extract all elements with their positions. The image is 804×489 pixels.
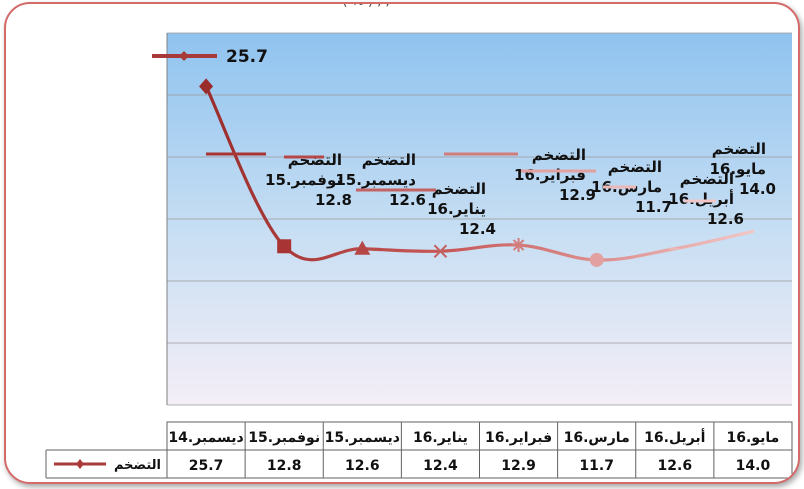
table-value: 12.6: [345, 458, 380, 474]
table-category: أبریل.16: [644, 428, 705, 446]
header-fragment: ( % ) , ,: [156, 4, 576, 10]
data-point: [589, 252, 604, 267]
table-category: دیسمبر.15: [325, 430, 400, 446]
table-category: ینایر.16: [413, 430, 468, 446]
table-category: دیسمبر.14: [168, 430, 243, 446]
data-point: [199, 78, 214, 95]
data-label: التضخم ینایر.16 12.4: [427, 180, 496, 238]
series-markers: [199, 78, 681, 267]
data-point: [277, 239, 292, 254]
table-category: نوفمبر.15: [248, 430, 320, 446]
table-category: فبرایر.16: [485, 430, 552, 446]
table-category: مارس.16: [564, 430, 630, 446]
legend-marker: [179, 51, 189, 61]
data-label: التضخم دیسمبر.15 12.6: [335, 151, 426, 209]
table-value: 12.4: [423, 458, 458, 474]
table-value: 14.0: [736, 458, 771, 474]
gridlines: [166, 32, 792, 406]
data-point: [433, 244, 448, 258]
table-value: 11.7: [579, 458, 614, 474]
data-point: [511, 238, 526, 253]
legend: 25.7: [152, 47, 268, 67]
table-value: 12.8: [267, 458, 302, 474]
table-value: 25.7: [189, 458, 224, 474]
table-value: 12.6: [658, 458, 693, 474]
table-legend-marker: [76, 459, 84, 469]
table-category: مایو.16: [727, 430, 780, 446]
data-table: دیسمبر.14 نوفمبر.15 دیسمبر.15 ینایر.16 فبرای…: [45, 421, 793, 479]
data-point: [354, 240, 371, 255]
data-label: التضخم مایو.16 14.0: [709, 140, 776, 198]
table-value: 12.9: [501, 458, 536, 474]
data-label: التضخم أبریل.16 12.6: [668, 170, 744, 228]
table-row-label: التضخم: [114, 458, 161, 473]
legend-value: 25.7: [226, 47, 268, 67]
chart-frame: ( % ) , , التضخمنوفمبر.1512.8التضخمدیسمب…: [4, 2, 800, 484]
